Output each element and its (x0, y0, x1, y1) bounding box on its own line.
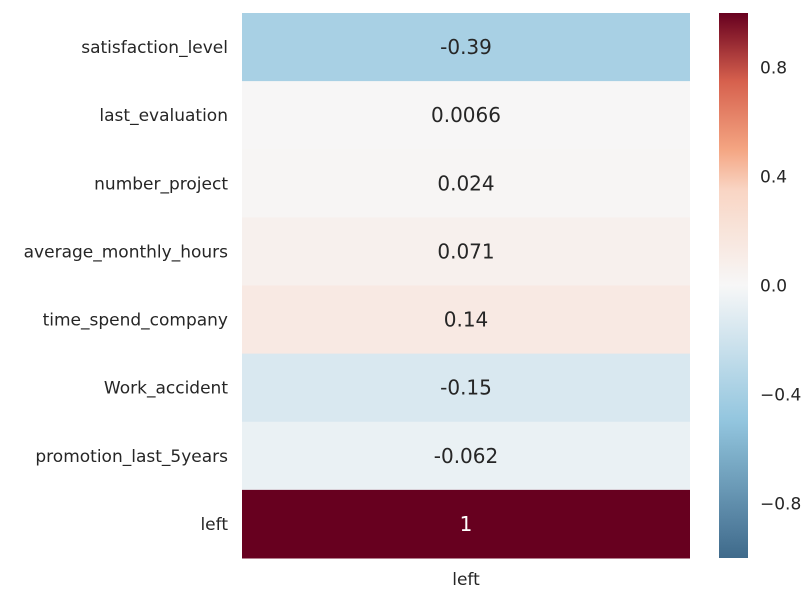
cell-value-label: 0.071 (437, 239, 494, 263)
colorbar-gradient (719, 13, 748, 558)
heatmap-cell (242, 217, 690, 286)
row-tick-label: number_project (94, 174, 228, 194)
cell-value-label: 0.14 (444, 308, 489, 332)
column-tick-label: left (452, 570, 480, 590)
heatmap-cell (242, 489, 690, 559)
row-tick-label: Work_accident (104, 379, 228, 399)
cell-value-label: -0.15 (440, 376, 492, 400)
row-tick-label: last_evaluation (99, 106, 228, 126)
heatmap-cell (242, 421, 690, 491)
cell-value-label: 1 (460, 512, 473, 536)
heatmap-cells: -0.39 0.0066 0.024 0.071 0.14 -0.15 -0.062 1 (242, 13, 690, 559)
cell-value-label: 0.024 (437, 171, 494, 195)
colorbar-tick-label: 0.8 (760, 59, 787, 79)
row-tick-label: promotion_last_5years (35, 447, 228, 467)
heatmap-cell (242, 13, 690, 82)
row-tick-label: satisfaction_level (81, 38, 228, 58)
heatmap-cell (242, 81, 690, 150)
cell-value-label: -0.062 (434, 444, 498, 468)
row-labels: satisfaction_level last_evaluation number_… (24, 38, 229, 535)
heatmap-cell (242, 353, 690, 423)
row-tick-label: average_monthly_hours (24, 242, 228, 262)
column-labels: left (452, 570, 480, 590)
heatmap-cell (242, 149, 690, 218)
row-tick-label: left (200, 515, 228, 535)
row-tick-label: time_spend_company (43, 311, 228, 331)
colorbar-tick-label: −0.8 (760, 495, 801, 515)
cell-value-label: 0.0066 (431, 103, 501, 127)
cell-value-label: -0.39 (440, 35, 492, 59)
heatmap-cell (242, 285, 690, 355)
colorbar-tick-label: 0.4 (760, 168, 787, 188)
colorbar-tick-label: −0.4 (760, 386, 801, 406)
colorbar-tick-label: 0.0 (760, 277, 787, 297)
colorbar: 0.8 0.4 0.0 −0.4 −0.8 (719, 13, 801, 558)
